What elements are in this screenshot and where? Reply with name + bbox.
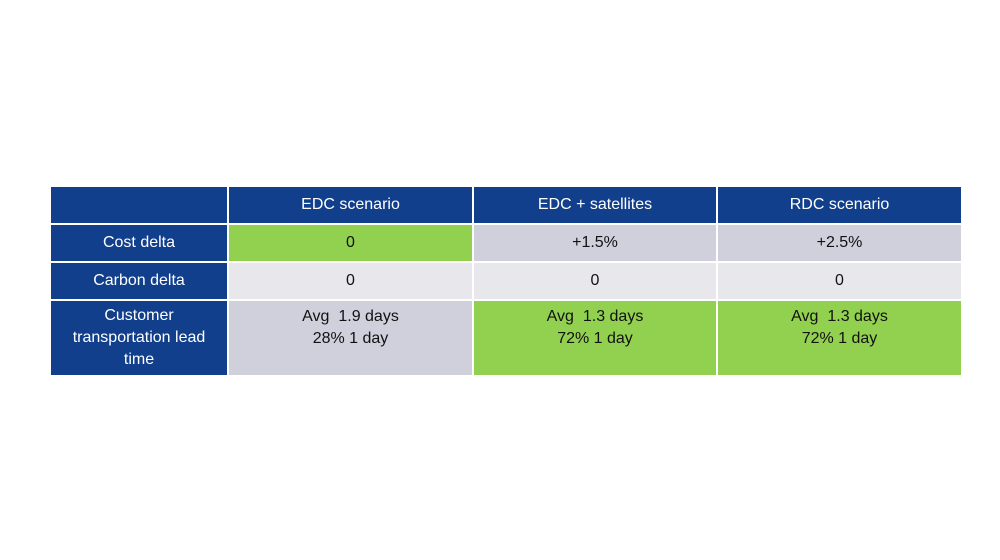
row-label-cost-delta: Cost delta: [49, 223, 229, 263]
cell-line: Avg 1.9 days: [302, 308, 399, 325]
carbon-delta-rdc-cell: 0: [716, 261, 963, 301]
row-label-carbon-delta: Carbon delta: [49, 261, 229, 301]
row-label-line: Customer: [104, 307, 174, 324]
table-header-row: EDC scenario EDC + satellites RDC scenar…: [49, 185, 963, 225]
column-header-rdc-scenario: RDC scenario: [716, 185, 963, 225]
table-row-lead-time: Customer transportation lead time Avg 1.…: [49, 299, 963, 377]
table-row-carbon-delta: Carbon delta 0 0 0: [49, 261, 963, 301]
cell-line: Avg 1.3 days: [546, 308, 644, 325]
cost-delta-edc-cell: 0: [227, 223, 474, 263]
column-header-edc-scenario: EDC scenario: [227, 185, 474, 225]
cell-line: 28% 1 day: [312, 330, 389, 347]
table-row-cost-delta: Cost delta 0 +1.5% +2.5%: [49, 223, 963, 263]
column-header-edc-satellites: EDC + satellites: [472, 185, 718, 225]
cost-delta-rdc-cell: +2.5%: [716, 223, 963, 263]
lead-time-rdc-cell: Avg 1.3 days 72% 1 day: [716, 299, 963, 377]
carbon-delta-edc-cell: 0: [227, 261, 474, 301]
row-label-lead-time: Customer transportation lead time: [49, 299, 229, 377]
cell-line: 72% 1 day: [801, 330, 878, 347]
cost-delta-edc-satellites-cell: +1.5%: [472, 223, 718, 263]
cell-line: 72% 1 day: [557, 330, 633, 347]
comparison-table: EDC scenario EDC + satellites RDC scenar…: [49, 185, 963, 377]
cell-line: Avg 1.3 days: [791, 308, 888, 325]
row-label-line: transportation lead: [72, 329, 206, 346]
lead-time-edc-cell: Avg 1.9 days 28% 1 day: [227, 299, 474, 377]
lead-time-edc-satellites-cell: Avg 1.3 days 72% 1 day: [472, 299, 718, 377]
row-label-line: time: [123, 351, 155, 368]
carbon-delta-edc-satellites-cell: 0: [472, 261, 718, 301]
table-corner-cell: [49, 185, 229, 225]
